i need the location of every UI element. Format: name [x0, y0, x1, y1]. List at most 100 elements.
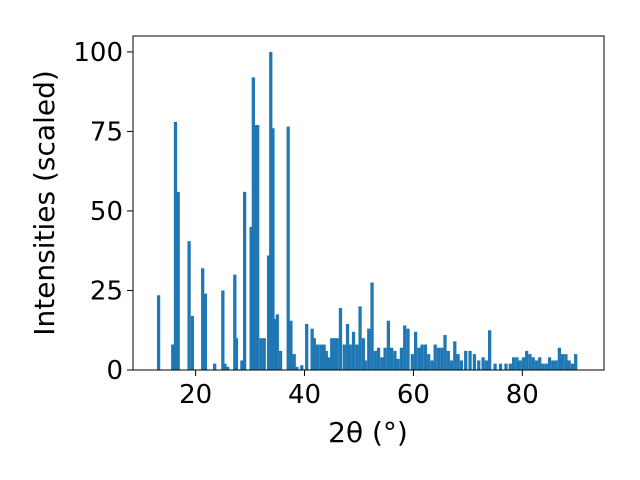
bar — [518, 360, 522, 370]
bar — [406, 328, 410, 370]
bar — [259, 338, 263, 370]
bar — [403, 325, 407, 370]
bar — [551, 360, 555, 370]
bar — [292, 354, 296, 370]
y-axis-ticks: 0 25 50 75 100 — [73, 38, 133, 386]
bar — [521, 357, 526, 370]
bar — [528, 354, 532, 370]
bar — [383, 347, 387, 370]
y-axis-label: Intensities (scaled) — [28, 70, 61, 336]
bar — [171, 344, 175, 370]
bar — [534, 360, 539, 370]
bar — [367, 328, 371, 370]
x-axis-label: 2θ (°) — [328, 416, 408, 449]
bar — [427, 354, 431, 370]
bar — [386, 320, 391, 370]
bar — [446, 350, 450, 370]
bar — [253, 125, 257, 370]
bar — [481, 357, 485, 370]
y-tick-label: 100 — [73, 38, 123, 68]
bar — [262, 338, 266, 370]
bar — [187, 241, 191, 370]
bar — [363, 360, 368, 370]
bar — [203, 293, 208, 370]
bar — [156, 295, 161, 370]
bar — [396, 358, 400, 370]
bar — [440, 347, 444, 370]
bar — [312, 338, 316, 370]
bar — [531, 357, 535, 370]
bar — [223, 363, 227, 370]
bar — [436, 347, 441, 370]
bar — [286, 126, 290, 370]
bar — [420, 344, 424, 370]
bar — [390, 347, 394, 370]
bar — [310, 328, 314, 370]
bar — [345, 323, 350, 370]
bar — [554, 360, 558, 370]
bar — [477, 360, 481, 370]
bar — [508, 363, 512, 370]
bar — [324, 350, 328, 370]
x-tick-label: 40 — [288, 380, 321, 410]
bar — [348, 344, 352, 370]
bar — [456, 354, 460, 370]
bar — [295, 366, 299, 370]
bar — [201, 268, 205, 370]
bar — [468, 350, 472, 370]
bar — [511, 357, 516, 370]
bar — [278, 350, 283, 370]
bar — [256, 125, 260, 370]
bar — [242, 191, 247, 370]
bar — [269, 51, 273, 371]
bar — [564, 354, 568, 370]
bar — [525, 350, 529, 370]
bar — [213, 363, 217, 370]
bar — [273, 319, 277, 370]
bar — [305, 323, 309, 370]
bar — [271, 128, 275, 370]
bar — [567, 360, 571, 370]
bar — [275, 314, 279, 370]
bar — [373, 350, 377, 370]
bar — [433, 344, 437, 370]
x-tick-label: 80 — [506, 380, 539, 410]
bar — [370, 282, 374, 370]
bar — [342, 344, 346, 370]
bar — [399, 347, 404, 370]
bar — [472, 354, 477, 370]
bar — [322, 344, 326, 370]
bar — [266, 255, 271, 370]
bar — [240, 360, 244, 370]
bar — [234, 338, 239, 370]
y-tick-label: 75 — [90, 117, 123, 147]
bar — [488, 330, 492, 370]
bar — [338, 307, 343, 370]
bar — [423, 344, 428, 370]
bar — [453, 341, 457, 370]
bar — [498, 363, 503, 370]
y-tick-label: 25 — [90, 276, 123, 306]
bar — [541, 363, 545, 370]
bar — [315, 344, 320, 370]
bar — [251, 77, 255, 370]
bar — [515, 357, 519, 370]
y-tick-label: 50 — [90, 197, 123, 227]
bar — [574, 354, 578, 370]
bar — [289, 320, 293, 370]
bar — [393, 350, 397, 370]
bar — [560, 354, 565, 370]
bar — [233, 274, 237, 370]
bar — [376, 347, 381, 370]
plot-frame — [132, 35, 605, 371]
bar — [380, 357, 384, 370]
bar — [464, 350, 468, 370]
bar — [221, 290, 225, 370]
bar — [484, 360, 489, 370]
bar — [330, 338, 334, 370]
bar — [459, 360, 463, 370]
bar — [504, 363, 508, 370]
bar — [570, 363, 575, 370]
